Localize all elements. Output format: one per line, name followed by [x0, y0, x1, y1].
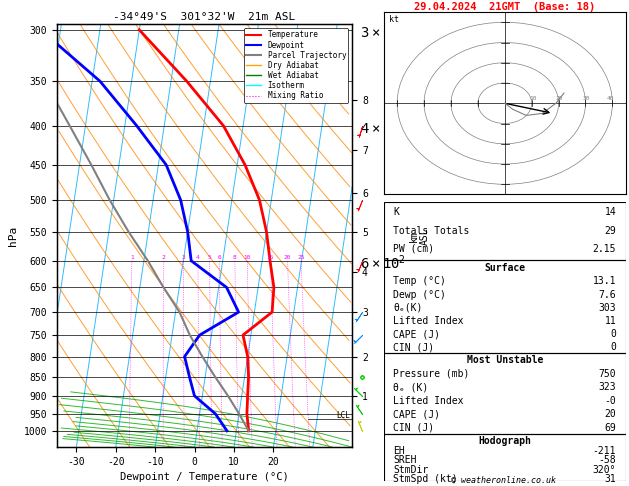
Text: Surface: Surface	[484, 263, 525, 273]
X-axis label: Dewpoint / Temperature (°C): Dewpoint / Temperature (°C)	[120, 472, 289, 483]
Text: CAPE (J): CAPE (J)	[393, 409, 440, 419]
Text: LCL: LCL	[337, 411, 350, 420]
Text: Lifted Index: Lifted Index	[393, 316, 464, 326]
Text: 40: 40	[607, 96, 615, 101]
Legend: Temperature, Dewpoint, Parcel Trajectory, Dry Adiabat, Wet Adiabat, Isotherm, Mi: Temperature, Dewpoint, Parcel Trajectory…	[244, 28, 348, 103]
Text: 30: 30	[583, 96, 590, 101]
Text: 3: 3	[182, 256, 186, 260]
Y-axis label: hPa: hPa	[8, 226, 18, 246]
Text: -211: -211	[593, 446, 616, 456]
Title: -34°49'S  301°32'W  21m ASL: -34°49'S 301°32'W 21m ASL	[113, 12, 296, 22]
Text: 0: 0	[610, 329, 616, 339]
Text: 20: 20	[556, 96, 564, 101]
Text: 323: 323	[599, 382, 616, 392]
Text: Hodograph: Hodograph	[478, 436, 532, 447]
Bar	[384, 202, 626, 260]
Text: StmDir: StmDir	[393, 465, 428, 475]
Y-axis label: km
ASL: km ASL	[408, 227, 430, 244]
Text: 10: 10	[243, 256, 251, 260]
Text: 10: 10	[529, 96, 537, 101]
Text: 20: 20	[284, 256, 291, 260]
Text: 8: 8	[233, 256, 237, 260]
Text: K: K	[393, 208, 399, 217]
Text: 69: 69	[604, 423, 616, 433]
Text: θₑ (K): θₑ (K)	[393, 382, 428, 392]
Text: θₑ(K): θₑ(K)	[393, 303, 423, 312]
Text: 15: 15	[267, 256, 274, 260]
Text: 7.6: 7.6	[599, 290, 616, 299]
Text: 1: 1	[130, 256, 134, 260]
Text: Most Unstable: Most Unstable	[467, 355, 543, 365]
Text: 20: 20	[604, 409, 616, 419]
Text: 320°: 320°	[593, 465, 616, 475]
Text: StmSpd (kt): StmSpd (kt)	[393, 474, 458, 485]
Bar	[384, 353, 626, 434]
Text: 31: 31	[604, 474, 616, 485]
Text: -58: -58	[599, 455, 616, 466]
Text: 750: 750	[599, 369, 616, 379]
Text: CAPE (J): CAPE (J)	[393, 329, 440, 339]
Text: Pressure (mb): Pressure (mb)	[393, 369, 470, 379]
Text: 29.04.2024  21GMT  (Base: 18): 29.04.2024 21GMT (Base: 18)	[414, 2, 596, 13]
Text: Dewp (°C): Dewp (°C)	[393, 290, 446, 299]
Text: SREH: SREH	[393, 455, 417, 466]
Text: 4: 4	[196, 256, 200, 260]
Text: 0: 0	[610, 342, 616, 352]
Text: Totals Totals: Totals Totals	[393, 226, 470, 236]
Text: 5: 5	[208, 256, 211, 260]
Text: 29: 29	[604, 226, 616, 236]
Text: 14: 14	[604, 208, 616, 217]
Text: PW (cm): PW (cm)	[393, 244, 435, 254]
Text: 2: 2	[162, 256, 165, 260]
Text: Lifted Index: Lifted Index	[393, 396, 464, 406]
Text: CIN (J): CIN (J)	[393, 342, 435, 352]
Text: Temp (°C): Temp (°C)	[393, 277, 446, 286]
Text: 11: 11	[604, 316, 616, 326]
Text: 25: 25	[297, 256, 304, 260]
Text: kt: kt	[389, 15, 399, 24]
Text: 2.15: 2.15	[593, 244, 616, 254]
Text: -0: -0	[604, 396, 616, 406]
Bar	[384, 260, 626, 353]
Text: 6: 6	[218, 256, 221, 260]
Text: 303: 303	[599, 303, 616, 312]
Bar	[384, 434, 626, 481]
Text: © weatheronline.co.uk: © weatheronline.co.uk	[451, 476, 555, 485]
Text: CIN (J): CIN (J)	[393, 423, 435, 433]
Text: EH: EH	[393, 446, 405, 456]
Text: 13.1: 13.1	[593, 277, 616, 286]
